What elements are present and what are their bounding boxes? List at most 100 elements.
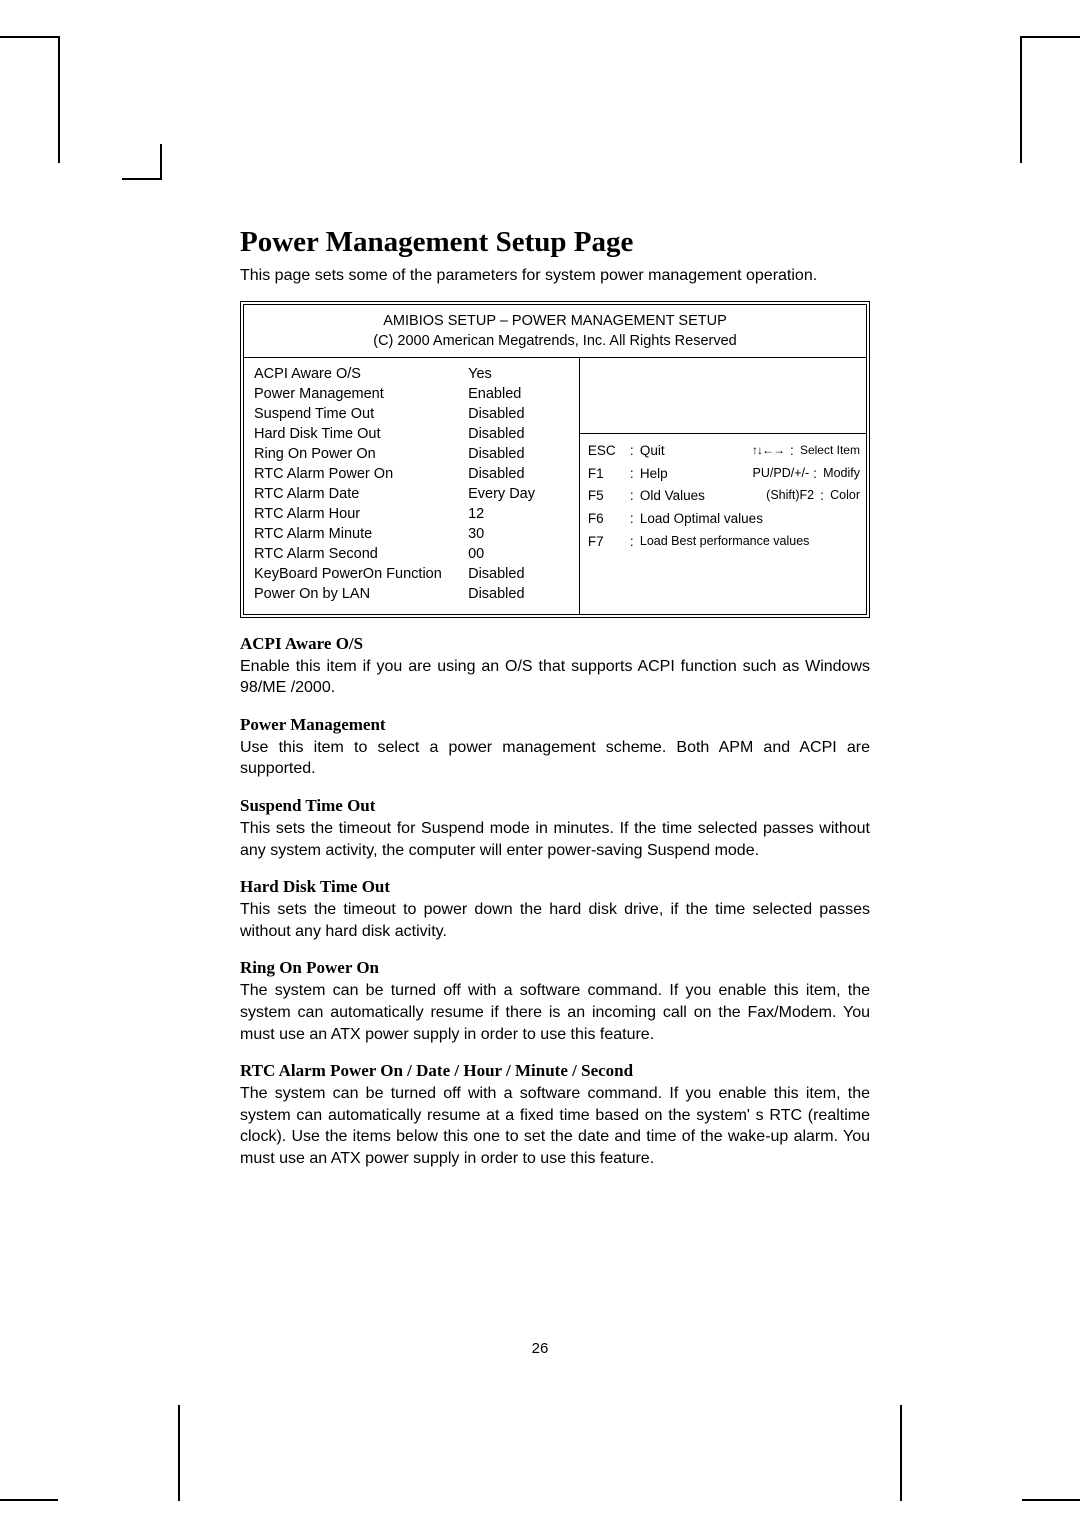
help-colon: : (630, 485, 640, 508)
help-desc: Load Optimal values (640, 508, 763, 531)
setting-label: RTC Alarm Power On (254, 464, 468, 484)
crop-mark (58, 36, 60, 163)
help-colon: : (630, 440, 640, 463)
help-row: F1 : Help PU/PD/+/- : Modify (588, 463, 860, 486)
setting-label: RTC Alarm Minute (254, 524, 468, 544)
section-title: RTC Alarm Power On / Date / Hour / Minut… (240, 1061, 870, 1081)
section-power-management: Power Management Use this item to select… (240, 715, 870, 780)
section-title: Power Management (240, 715, 870, 735)
section-ring-on-power-on: Ring On Power On The system can be turne… (240, 958, 870, 1045)
bios-settings-panel: ACPI Aware O/SYes Power ManagementEnable… (244, 358, 580, 614)
crop-mark (0, 1499, 58, 1501)
crop-mark (0, 36, 58, 38)
setting-row: Suspend Time OutDisabled (254, 404, 569, 424)
bios-header-line2: (C) 2000 American Megatrends, Inc. All R… (252, 331, 858, 351)
setting-label: RTC Alarm Date (254, 484, 468, 504)
section-title: ACPI Aware O/S (240, 634, 870, 654)
help-colon: : (630, 531, 640, 554)
help-desc: Select Item (800, 440, 860, 463)
bios-help-blank (580, 358, 866, 434)
setting-label: Power On by LAN (254, 584, 468, 604)
page-number: 26 (0, 1340, 1080, 1357)
setting-row: RTC Alarm Power OnDisabled (254, 464, 569, 484)
section-body: The system can be turned off with a soft… (240, 980, 870, 1045)
help-colon: : (790, 440, 800, 463)
crop-mark (178, 1405, 180, 1501)
crop-mark (1022, 36, 1080, 38)
content-area: Power Management Setup Page This page se… (240, 226, 870, 1170)
setting-value: Yes (468, 364, 569, 384)
setting-value: Disabled (468, 404, 569, 424)
help-key: (Shift)F2 (766, 485, 814, 508)
setting-value: 12 (468, 504, 569, 524)
help-key: ↑↓←→ (752, 440, 784, 463)
setting-label: ACPI Aware O/S (254, 364, 468, 384)
section-rtc-alarm: RTC Alarm Power On / Date / Hour / Minut… (240, 1061, 870, 1169)
section-title: Suspend Time Out (240, 796, 870, 816)
help-desc: Color (830, 485, 860, 508)
setting-value: 30 (468, 524, 569, 544)
page: Power Management Setup Page This page se… (0, 0, 1080, 1525)
section-body: Enable this item if you are using an O/S… (240, 656, 870, 699)
crop-mark (900, 1405, 902, 1501)
bios-header-line1: AMIBIOS SETUP – POWER MANAGEMENT SETUP (252, 311, 858, 331)
setting-row: Hard Disk Time OutDisabled (254, 424, 569, 444)
setting-label: Ring On Power On (254, 444, 468, 464)
setting-value: Disabled (468, 564, 569, 584)
section-acpi: ACPI Aware O/S Enable this item if you a… (240, 634, 870, 699)
intro-text: This page sets some of the parameters fo… (240, 265, 870, 287)
bios-help-panel: ESC : Quit ↑↓←→ : Select Item F1 : Help (580, 358, 866, 614)
setting-value: Disabled (468, 424, 569, 444)
setting-value: Every Day (468, 484, 569, 504)
help-key: F7 (588, 531, 630, 554)
setting-label: Power Management (254, 384, 468, 404)
crop-mark (1022, 1499, 1080, 1501)
help-colon: : (813, 463, 823, 486)
bios-header: AMIBIOS SETUP – POWER MANAGEMENT SETUP (… (244, 305, 866, 358)
setting-label: Hard Disk Time Out (254, 424, 468, 444)
setting-value: Disabled (468, 464, 569, 484)
setting-label: Suspend Time Out (254, 404, 468, 424)
section-hard-disk-time-out: Hard Disk Time Out This sets the timeout… (240, 877, 870, 942)
help-row: ESC : Quit ↑↓←→ : Select Item (588, 440, 860, 463)
help-desc: Help (640, 463, 753, 486)
section-body: This sets the timeout for Suspend mode i… (240, 818, 870, 861)
bios-setup-box: AMIBIOS SETUP – POWER MANAGEMENT SETUP (… (240, 301, 870, 618)
setting-value: 00 (468, 544, 569, 564)
setting-row: RTC Alarm Second00 (254, 544, 569, 564)
help-key: PU/PD/+/- (753, 463, 810, 486)
section-body: This sets the timeout to power down the … (240, 899, 870, 942)
help-colon: : (820, 485, 830, 508)
help-colon: : (630, 508, 640, 531)
setting-row: KeyBoard PowerOn FunctionDisabled (254, 564, 569, 584)
setting-value: Enabled (468, 384, 569, 404)
setting-row: RTC Alarm Minute30 (254, 524, 569, 544)
crop-mark (122, 178, 160, 180)
setting-label: KeyBoard PowerOn Function (254, 564, 468, 584)
help-row: F5 : Old Values (Shift)F2 : Color (588, 485, 860, 508)
help-key: F1 (588, 463, 630, 486)
help-desc: Quit (640, 440, 752, 463)
crop-mark (160, 144, 162, 180)
setting-row: RTC Alarm Hour12 (254, 504, 569, 524)
setting-row: RTC Alarm DateEvery Day (254, 484, 569, 504)
setting-label: RTC Alarm Hour (254, 504, 468, 524)
setting-value: Disabled (468, 584, 569, 604)
section-title: Ring On Power On (240, 958, 870, 978)
setting-row: Power ManagementEnabled (254, 384, 569, 404)
setting-row: Power On by LANDisabled (254, 584, 569, 604)
help-colon: : (630, 463, 640, 486)
help-row: F6 : Load Optimal values (588, 508, 860, 531)
setting-label: RTC Alarm Second (254, 544, 468, 564)
section-body: The system can be turned off with a soft… (240, 1083, 870, 1169)
crop-mark (1020, 36, 1022, 163)
help-key: F6 (588, 508, 630, 531)
setting-value: Disabled (468, 444, 569, 464)
help-key: ESC (588, 440, 630, 463)
bios-body: ACPI Aware O/SYes Power ManagementEnable… (244, 358, 866, 614)
help-desc: Old Values (640, 485, 766, 508)
page-title: Power Management Setup Page (240, 226, 870, 259)
setting-row: Ring On Power OnDisabled (254, 444, 569, 464)
section-body: Use this item to select a power manageme… (240, 737, 870, 780)
setting-row: ACPI Aware O/SYes (254, 364, 569, 384)
